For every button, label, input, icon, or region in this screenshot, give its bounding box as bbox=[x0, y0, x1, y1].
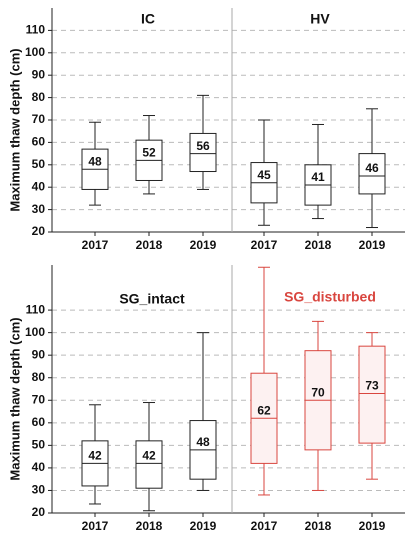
y-tick-label: 30 bbox=[32, 202, 46, 216]
y-tick-label: 40 bbox=[32, 460, 46, 474]
y-tick-label: 40 bbox=[32, 179, 46, 193]
mean-label: 42 bbox=[142, 449, 156, 463]
mean-label: 48 bbox=[196, 435, 210, 449]
x-tick-label: 2018 bbox=[136, 238, 163, 252]
y-tick-label: 60 bbox=[32, 415, 46, 429]
y-tick-label: 20 bbox=[32, 505, 46, 519]
box bbox=[135, 440, 163, 489]
x-tick-label: 2019 bbox=[359, 519, 386, 533]
y-tick-label: 100 bbox=[25, 45, 45, 59]
mean-label: 45 bbox=[257, 168, 271, 182]
mean-label: 73 bbox=[365, 379, 379, 393]
y-axis-label: Maximum thaw depth (cm) bbox=[7, 48, 22, 211]
y-tick-label: 50 bbox=[32, 157, 46, 171]
x-tick-label: 2019 bbox=[190, 519, 217, 533]
mean-label: 62 bbox=[257, 403, 271, 417]
x-tick-label: 2017 bbox=[251, 238, 278, 252]
box bbox=[358, 153, 386, 195]
y-tick-label: 60 bbox=[32, 135, 46, 149]
y-tick-label: 110 bbox=[26, 302, 46, 316]
mean-label: 52 bbox=[142, 145, 156, 159]
y-tick-label: 100 bbox=[25, 325, 45, 339]
panel-title: SG_intact bbox=[119, 291, 185, 307]
y-tick-label: 80 bbox=[32, 370, 46, 384]
y-tick-label: 70 bbox=[32, 392, 46, 406]
mean-label: 42 bbox=[88, 449, 102, 463]
panel-title: IC bbox=[141, 11, 155, 27]
y-tick-label: 110 bbox=[26, 23, 46, 37]
x-tick-label: 2018 bbox=[305, 238, 332, 252]
box bbox=[358, 345, 386, 444]
mean-label: 56 bbox=[196, 139, 210, 153]
y-tick-label: 80 bbox=[32, 90, 46, 104]
y-axis-label: Maximum thaw depth (cm) bbox=[7, 317, 22, 480]
y-tick-label: 90 bbox=[32, 67, 46, 81]
mean-label: 48 bbox=[88, 154, 102, 168]
panel-title: SG_disturbed bbox=[284, 289, 376, 305]
mean-label: 41 bbox=[311, 170, 325, 184]
y-tick-label: 90 bbox=[32, 347, 46, 361]
x-tick-label: 2017 bbox=[82, 519, 109, 533]
x-tick-label: 2017 bbox=[251, 519, 278, 533]
y-tick-label: 30 bbox=[32, 483, 46, 497]
mean-label: 70 bbox=[311, 385, 325, 399]
panel-title: HV bbox=[310, 11, 330, 27]
y-tick-label: 50 bbox=[32, 438, 46, 452]
x-tick-label: 2018 bbox=[136, 519, 163, 533]
x-tick-label: 2018 bbox=[305, 519, 332, 533]
box bbox=[189, 132, 217, 173]
mean-label: 46 bbox=[365, 161, 379, 175]
x-tick-label: 2019 bbox=[359, 238, 386, 252]
y-tick-label: 20 bbox=[32, 224, 46, 238]
y-tick-label: 70 bbox=[32, 112, 46, 126]
x-tick-label: 2017 bbox=[82, 238, 109, 252]
x-tick-label: 2019 bbox=[190, 238, 217, 252]
